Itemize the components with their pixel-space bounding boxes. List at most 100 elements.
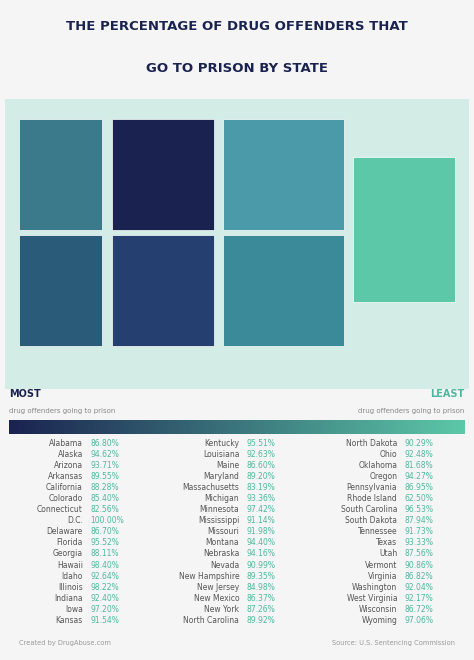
Text: 87.94%: 87.94% <box>404 516 433 525</box>
Text: drug offenders going to prison: drug offenders going to prison <box>9 408 116 414</box>
Text: West Virginia: West Virginia <box>346 594 397 603</box>
Text: Connecticut: Connecticut <box>37 505 83 514</box>
Text: Massachusetts: Massachusetts <box>182 483 239 492</box>
Text: Tennessee: Tennessee <box>357 527 397 537</box>
FancyBboxPatch shape <box>111 236 214 346</box>
Text: 98.22%: 98.22% <box>90 583 118 591</box>
Text: 94.16%: 94.16% <box>246 550 275 558</box>
Text: 84.98%: 84.98% <box>246 583 275 591</box>
Text: South Carolina: South Carolina <box>341 505 397 514</box>
Text: THE PERCENTAGE OF DRUG OFFENDERS THAT: THE PERCENTAGE OF DRUG OFFENDERS THAT <box>66 20 408 33</box>
Text: 92.17%: 92.17% <box>404 594 433 603</box>
Text: New Hampshire: New Hampshire <box>179 572 239 581</box>
Text: drug offenders going to prison: drug offenders going to prison <box>358 408 465 414</box>
Text: 86.70%: 86.70% <box>90 527 119 537</box>
Text: D.C.: D.C. <box>67 516 83 525</box>
Text: New Jersey: New Jersey <box>197 583 239 591</box>
Text: 91.14%: 91.14% <box>246 516 275 525</box>
Text: Montana: Montana <box>206 539 239 547</box>
Text: Maryland: Maryland <box>203 472 239 481</box>
Text: Pennsylvania: Pennsylvania <box>346 483 397 492</box>
Text: Wisconsin: Wisconsin <box>359 605 397 614</box>
Text: New Mexico: New Mexico <box>194 594 239 603</box>
Text: 89.92%: 89.92% <box>246 616 275 625</box>
Text: South Dakota: South Dakota <box>345 516 397 525</box>
Text: 86.60%: 86.60% <box>246 461 275 470</box>
Text: 93.33%: 93.33% <box>404 539 433 547</box>
Text: Kansas: Kansas <box>56 616 83 625</box>
FancyBboxPatch shape <box>223 236 344 346</box>
Text: Idaho: Idaho <box>62 572 83 581</box>
Text: 90.99%: 90.99% <box>246 560 275 570</box>
Text: Indiana: Indiana <box>55 594 83 603</box>
Text: Maine: Maine <box>216 461 239 470</box>
FancyBboxPatch shape <box>18 236 102 346</box>
Text: 86.95%: 86.95% <box>404 483 433 492</box>
Text: Mississippi: Mississippi <box>198 516 239 525</box>
Text: Ohio: Ohio <box>380 450 397 459</box>
Text: 85.40%: 85.40% <box>90 494 119 503</box>
Text: Washington: Washington <box>352 583 397 591</box>
Text: GO TO PRISON BY STATE: GO TO PRISON BY STATE <box>146 63 328 75</box>
Text: Alaska: Alaska <box>57 450 83 459</box>
Text: Michigan: Michigan <box>205 494 239 503</box>
Text: 100.00%: 100.00% <box>90 516 124 525</box>
Text: 92.64%: 92.64% <box>90 572 119 581</box>
Text: 93.71%: 93.71% <box>90 461 119 470</box>
Text: 92.40%: 92.40% <box>90 594 119 603</box>
FancyBboxPatch shape <box>353 157 456 302</box>
Text: North Dakota: North Dakota <box>346 439 397 448</box>
Text: Kentucky: Kentucky <box>204 439 239 448</box>
Text: New York: New York <box>204 605 239 614</box>
Text: 87.26%: 87.26% <box>246 605 275 614</box>
Text: 98.40%: 98.40% <box>90 560 119 570</box>
Text: 81.68%: 81.68% <box>404 461 433 470</box>
Text: 95.51%: 95.51% <box>246 439 275 448</box>
Text: 92.04%: 92.04% <box>404 583 433 591</box>
Text: 83.19%: 83.19% <box>246 483 275 492</box>
Text: Minnesota: Minnesota <box>200 505 239 514</box>
Text: Illinois: Illinois <box>58 583 83 591</box>
Text: 62.50%: 62.50% <box>404 494 433 503</box>
Text: Florida: Florida <box>56 539 83 547</box>
Text: Missouri: Missouri <box>208 527 239 537</box>
Text: Louisiana: Louisiana <box>203 450 239 459</box>
Text: 97.20%: 97.20% <box>90 605 119 614</box>
Text: North Carolina: North Carolina <box>183 616 239 625</box>
Text: 92.48%: 92.48% <box>404 450 433 459</box>
Text: Rhode Island: Rhode Island <box>347 494 397 503</box>
FancyBboxPatch shape <box>111 119 214 230</box>
Text: Alabama: Alabama <box>49 439 83 448</box>
Text: MOST: MOST <box>9 389 41 399</box>
Text: Delaware: Delaware <box>47 527 83 537</box>
Text: Oregon: Oregon <box>369 472 397 481</box>
Text: Virginia: Virginia <box>368 572 397 581</box>
Text: 90.86%: 90.86% <box>404 560 433 570</box>
FancyBboxPatch shape <box>18 119 102 230</box>
Text: Colorado: Colorado <box>49 494 83 503</box>
Text: Arizona: Arizona <box>54 461 83 470</box>
Text: 88.28%: 88.28% <box>90 483 118 492</box>
Text: 94.40%: 94.40% <box>246 539 275 547</box>
Text: 94.27%: 94.27% <box>404 472 433 481</box>
Text: Hawaii: Hawaii <box>57 560 83 570</box>
Text: 89.55%: 89.55% <box>90 472 119 481</box>
Text: 87.56%: 87.56% <box>404 550 433 558</box>
Text: Texas: Texas <box>376 539 397 547</box>
Text: Arkansas: Arkansas <box>48 472 83 481</box>
Text: Iowa: Iowa <box>65 605 83 614</box>
Text: Wyoming: Wyoming <box>361 616 397 625</box>
Text: 89.20%: 89.20% <box>246 472 275 481</box>
Text: 86.82%: 86.82% <box>404 572 433 581</box>
Text: 97.42%: 97.42% <box>246 505 275 514</box>
Text: 96.53%: 96.53% <box>404 505 433 514</box>
Text: Nevada: Nevada <box>210 560 239 570</box>
Text: 82.56%: 82.56% <box>90 505 119 514</box>
Text: Utah: Utah <box>379 550 397 558</box>
Text: 91.73%: 91.73% <box>404 527 433 537</box>
Text: Vermont: Vermont <box>365 560 397 570</box>
Text: Created by DrugAbuse.com: Created by DrugAbuse.com <box>19 640 111 647</box>
Text: 90.29%: 90.29% <box>404 439 433 448</box>
Text: 89.35%: 89.35% <box>246 572 275 581</box>
Text: 86.72%: 86.72% <box>404 605 433 614</box>
